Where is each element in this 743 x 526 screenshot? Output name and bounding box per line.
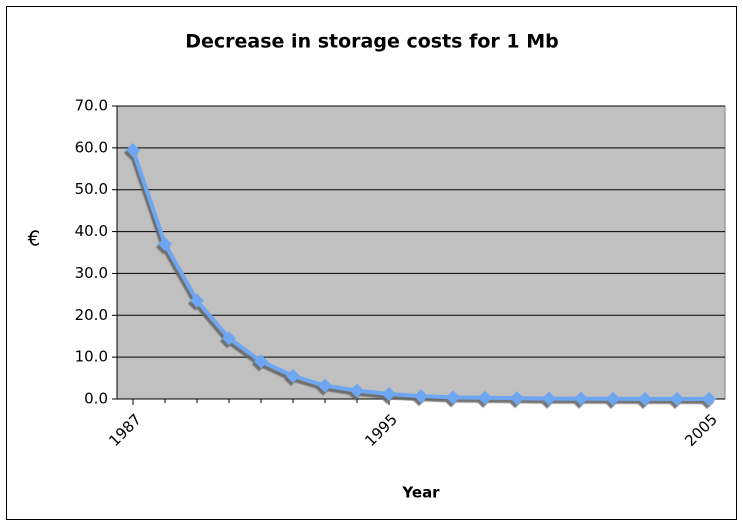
marker [382, 386, 396, 401]
x-axis-label: Year [401, 484, 440, 502]
marker [670, 391, 684, 406]
y-axis-label: € [28, 227, 41, 251]
series [126, 142, 716, 406]
y-tick-label: 40.0 [75, 222, 108, 240]
marker [478, 390, 492, 405]
marker [606, 391, 620, 406]
y-tick-label: 10.0 [75, 348, 108, 366]
marker [286, 368, 300, 383]
marker [414, 389, 428, 404]
y-tick-label: 20.0 [75, 306, 108, 324]
y-tick-label: 60.0 [75, 138, 108, 156]
y-tick-label: 30.0 [75, 264, 108, 282]
plot-area [116, 105, 726, 400]
chart-title: Decrease in storage costs for 1 Mb [185, 31, 558, 53]
marker [702, 391, 716, 406]
marker [638, 391, 652, 406]
marker [350, 383, 364, 398]
marker [510, 391, 524, 406]
y-tick-label: 50.0 [75, 180, 108, 198]
marker [158, 237, 172, 252]
marker [542, 391, 556, 406]
y-tick-label: 70.0 [75, 97, 108, 115]
marker [222, 331, 236, 346]
marker [254, 354, 268, 369]
marker [318, 378, 332, 393]
y-tick-label: 0.0 [84, 390, 108, 408]
marker [574, 391, 588, 406]
marker [190, 293, 204, 308]
marker [446, 390, 460, 405]
marker [126, 142, 140, 157]
